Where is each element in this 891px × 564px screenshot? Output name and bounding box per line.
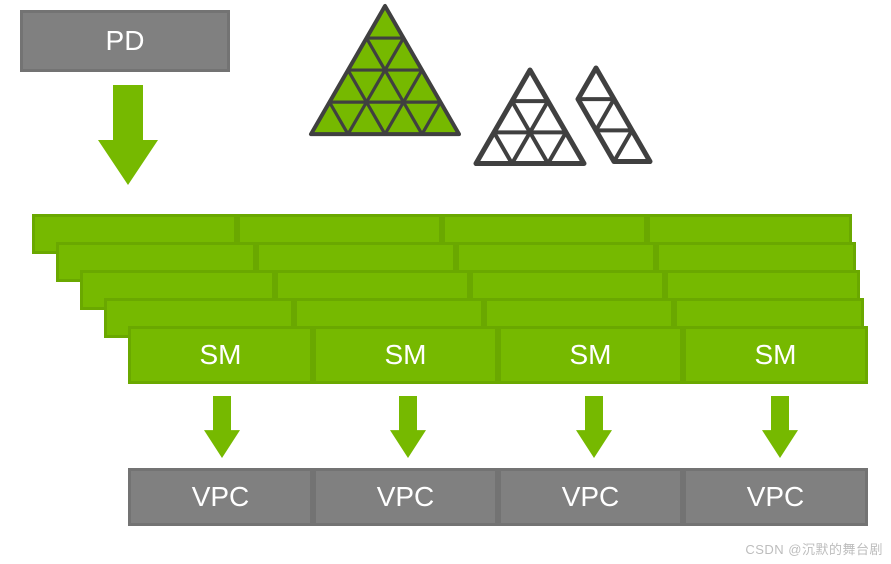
triangle-gray-edge bbox=[530, 101, 548, 132]
triangle-gray-edge bbox=[494, 101, 512, 132]
triangle-gray-edge bbox=[512, 101, 530, 132]
strip-d bbox=[578, 99, 596, 130]
triangle-gray-edge bbox=[530, 70, 548, 101]
svg-layer bbox=[0, 0, 891, 564]
 bbox=[0, 0, 476, 70]
triangle-gray-edge bbox=[548, 132, 566, 163]
arrow-sm-to-vpc bbox=[576, 396, 612, 458]
triangle-gray-edge bbox=[548, 101, 566, 132]
triangle-gray-edge bbox=[512, 132, 530, 163]
watermark-text: CSDN @沉默的舞台剧 bbox=[745, 539, 883, 558]
triangle-gray-edge bbox=[476, 132, 494, 163]
strip-d bbox=[614, 99, 632, 130]
triangle-gray-edge bbox=[494, 132, 512, 163]
arrow-pd-to-sm bbox=[98, 85, 158, 185]
arrow-sm-to-vpc bbox=[204, 396, 240, 458]
strip-d bbox=[596, 99, 614, 130]
triangle-gray-outer bbox=[476, 70, 584, 164]
arrow-sm-to-vpc bbox=[762, 396, 798, 458]
triangle-gray-edge bbox=[566, 132, 584, 163]
triangle-gray-edge bbox=[512, 70, 530, 101]
triangle-gray-edge bbox=[530, 132, 548, 163]
strip-d bbox=[596, 130, 614, 161]
 bbox=[0, 0, 311, 6]
strip-d bbox=[614, 130, 632, 161]
arrow-sm-to-vpc bbox=[390, 396, 426, 458]
strip-d bbox=[578, 68, 596, 99]
